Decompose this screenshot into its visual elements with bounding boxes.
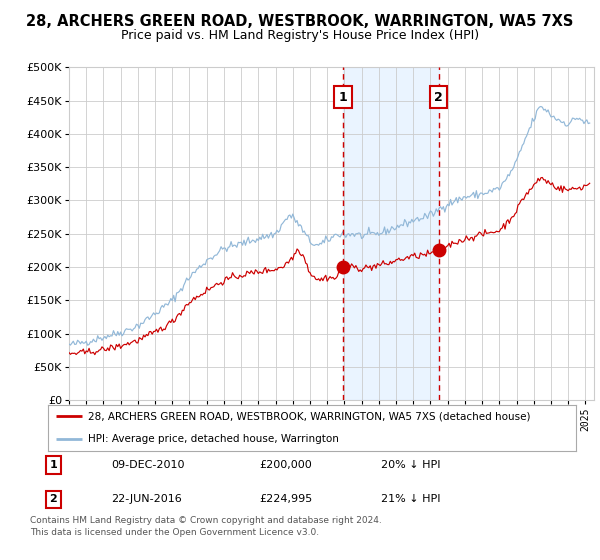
Text: 20% ↓ HPI: 20% ↓ HPI	[380, 460, 440, 470]
Bar	[343, 67, 439, 400]
Text: Contains HM Land Registry data © Crown copyright and database right 2024.: Contains HM Land Registry data © Crown c…	[30, 516, 382, 525]
Text: 28, ARCHERS GREEN ROAD, WESTBROOK, WARRINGTON, WA5 7XS: 28, ARCHERS GREEN ROAD, WESTBROOK, WARRI…	[26, 14, 574, 29]
Text: £224,995: £224,995	[259, 494, 313, 505]
Text: £200,000: £200,000	[259, 460, 312, 470]
Text: 09-DEC-2010: 09-DEC-2010	[112, 460, 185, 470]
Text: 1: 1	[339, 91, 347, 104]
Text: 2: 2	[434, 91, 443, 104]
Text: 2: 2	[49, 494, 57, 505]
Text: 21% ↓ HPI: 21% ↓ HPI	[380, 494, 440, 505]
Text: This data is licensed under the Open Government Licence v3.0.: This data is licensed under the Open Gov…	[30, 528, 319, 536]
Text: Price paid vs. HM Land Registry's House Price Index (HPI): Price paid vs. HM Land Registry's House …	[121, 29, 479, 42]
Text: 28, ARCHERS GREEN ROAD, WESTBROOK, WARRINGTON, WA5 7XS (detached house): 28, ARCHERS GREEN ROAD, WESTBROOK, WARRI…	[88, 412, 530, 421]
Text: 1: 1	[49, 460, 57, 470]
Text: 22-JUN-2016: 22-JUN-2016	[112, 494, 182, 505]
Text: HPI: Average price, detached house, Warrington: HPI: Average price, detached house, Warr…	[88, 435, 338, 444]
